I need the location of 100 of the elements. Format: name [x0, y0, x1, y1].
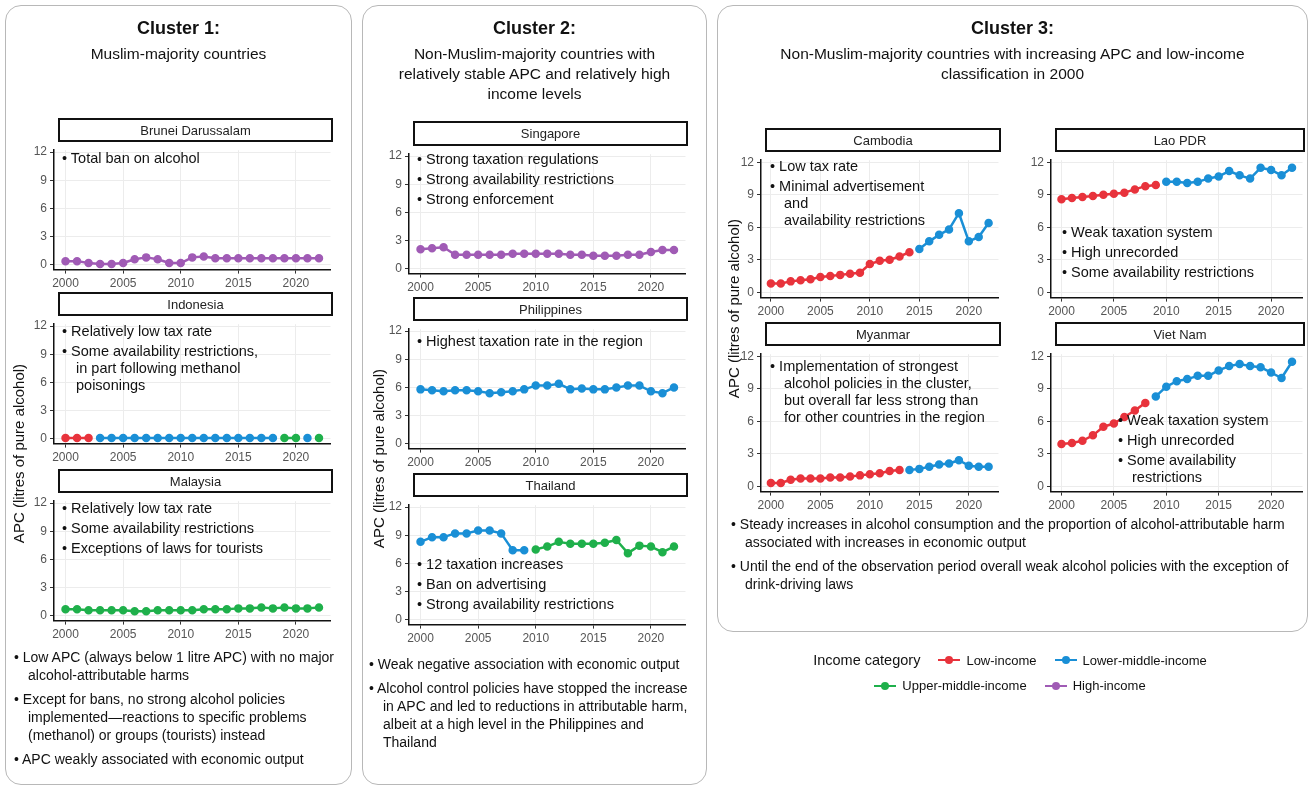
y-tick-label: 9 — [395, 351, 403, 366]
y-tick-label: 3 — [747, 446, 755, 461]
point — [806, 474, 815, 483]
chart-title: Thailand — [413, 473, 688, 497]
point — [153, 255, 162, 264]
text: Cluster 3: — [970, 18, 1055, 39]
point — [577, 384, 587, 393]
x-tick-label: 2000 — [1048, 498, 1076, 513]
y-tick-label: 6 — [395, 204, 403, 219]
point — [1214, 366, 1223, 375]
y-tick-label: 6 — [395, 555, 403, 570]
point — [485, 250, 494, 260]
point — [462, 529, 471, 538]
y-tick-label: 9 — [40, 523, 48, 538]
point — [554, 379, 564, 388]
y-axis-title: APC (litres of pure alcohol) — [9, 362, 27, 546]
point — [1214, 172, 1223, 181]
x-tick-label: 2010 — [1152, 304, 1180, 319]
x-tick-label: 2000 — [757, 498, 785, 513]
point — [845, 269, 855, 279]
point — [589, 385, 598, 394]
annotation: • Highest taxation rate in the region — [417, 333, 643, 350]
point — [612, 251, 621, 260]
x-tick-label: 2020 — [955, 498, 983, 513]
y-tick-label: 12 — [33, 495, 48, 510]
x-tick-label: 2000 — [407, 280, 435, 295]
text: Cluster 2: — [492, 18, 577, 39]
point — [1172, 377, 1181, 386]
point — [1078, 192, 1087, 202]
point — [519, 249, 529, 259]
point — [1235, 171, 1244, 180]
chart-title: Malaysia — [58, 469, 333, 493]
point — [1109, 419, 1119, 428]
point — [826, 473, 835, 482]
point — [646, 247, 656, 257]
point — [1245, 361, 1255, 371]
y-tick-label: 9 — [40, 346, 48, 361]
point — [786, 277, 795, 286]
point — [1193, 371, 1202, 381]
point — [427, 386, 437, 395]
point — [1172, 177, 1181, 187]
point — [450, 529, 460, 538]
annotation: • Some availability restrictions — [62, 520, 256, 537]
point — [234, 254, 243, 263]
point — [1287, 163, 1297, 173]
point — [280, 254, 289, 263]
point — [485, 526, 494, 535]
y-tick-label: 3 — [40, 580, 48, 595]
chart-title: Singapore — [413, 121, 688, 146]
point — [766, 478, 776, 488]
x-tick-label: 2005 — [464, 455, 492, 470]
point — [600, 538, 610, 548]
point — [845, 472, 855, 481]
y-tick-label: 0 — [395, 436, 403, 451]
point — [222, 254, 232, 263]
annotation: • 12 taxation increases — [417, 556, 565, 573]
point — [462, 386, 471, 395]
point — [875, 468, 884, 478]
point — [543, 249, 552, 259]
y-tick-label: 6 — [747, 219, 755, 234]
point — [439, 532, 448, 542]
point — [508, 546, 517, 555]
point — [954, 455, 964, 465]
y-tick-label: 12 — [740, 348, 755, 363]
y-tick-label: 3 — [40, 403, 48, 418]
point — [934, 230, 944, 240]
point — [806, 274, 815, 284]
x-tick-label: 2020 — [282, 450, 310, 465]
y-tick-label: 0 — [395, 612, 403, 627]
x-tick-label: 2005 — [1100, 304, 1128, 319]
point — [314, 254, 324, 263]
x-tick-label: 2020 — [955, 304, 983, 319]
x-tick-label: 2000 — [52, 450, 80, 465]
point — [1235, 359, 1244, 369]
point — [885, 255, 894, 264]
point — [95, 259, 105, 269]
annotation: • Exceptions of laws for tourists — [62, 540, 263, 557]
point — [600, 251, 610, 260]
annotation: • Relatively low tax rate — [62, 323, 214, 340]
annotation: • Weak taxation system — [1118, 412, 1269, 429]
chart-title: Myanmar — [765, 322, 1001, 346]
point — [485, 388, 494, 398]
point — [589, 539, 598, 548]
x-tick-label: 2005 — [464, 280, 492, 295]
x-tick-label: 2010 — [167, 627, 195, 642]
point — [984, 218, 993, 228]
point — [766, 279, 776, 288]
x-tick-label: 2015 — [579, 280, 607, 295]
text: Non-Muslim-majority countries with relatively stable APC and relatively high income levels — [397, 44, 672, 104]
point — [1203, 371, 1213, 381]
y-tick-label: 9 — [395, 527, 403, 542]
point — [589, 251, 598, 260]
annotation: • Implementation of strongest alcohol policies in the cluster, but overall far less strong than for other countries in the region — [770, 358, 985, 426]
point — [1141, 398, 1150, 408]
point — [646, 542, 656, 551]
x-tick-label: 2005 — [109, 276, 137, 291]
x-tick-label: 2005 — [807, 498, 835, 513]
point — [786, 475, 795, 484]
point — [905, 247, 914, 257]
point — [1088, 431, 1098, 440]
